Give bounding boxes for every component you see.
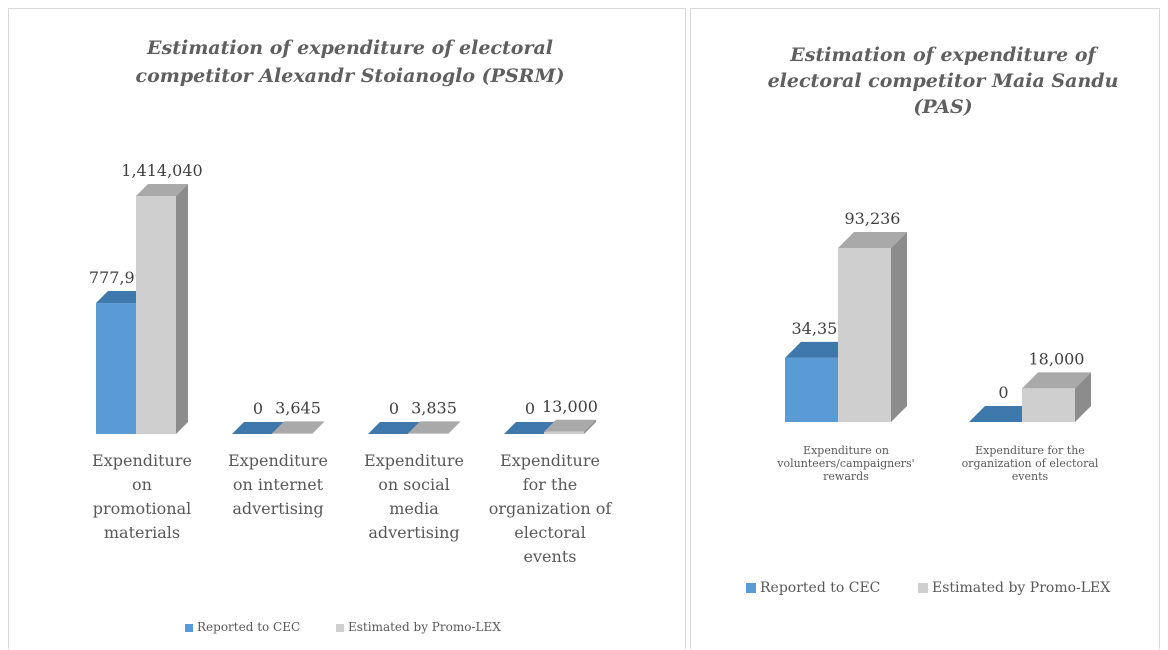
- bar-reported-1-top: [232, 422, 284, 434]
- bar-estimated-1-side: [312, 421, 324, 434]
- bar-estimated-3: [544, 431, 584, 434]
- category-label: Expenditure on: [803, 444, 889, 457]
- chart-title: (PAS): [913, 96, 972, 118]
- chart-sandu: Estimation of expenditure of electoral co…: [746, 44, 1119, 596]
- category-label: events: [1012, 470, 1049, 483]
- bar-estimated-0: [136, 196, 176, 434]
- legend-swatch-estimated: [918, 583, 928, 593]
- legend-label: Estimated by Promo-LEX: [932, 580, 1110, 596]
- bar-estimated-1: [1022, 388, 1075, 422]
- bar-estimated-2-side: [448, 421, 460, 434]
- bar-estimated-0-top: [838, 232, 907, 248]
- legend-label: Reported to CEC: [760, 580, 880, 596]
- chart-title: Estimation of expenditure of electoral: [146, 37, 553, 59]
- chart-title: electoral competitor Maia Sandu: [768, 70, 1119, 92]
- legend-label: Reported to CEC: [197, 620, 300, 634]
- category-label: materials: [104, 523, 180, 542]
- bar-estimated-1-top: [1022, 372, 1091, 389]
- bar-estimated-0-top: [136, 184, 188, 196]
- data-label: 13,000: [542, 397, 598, 416]
- bar-reported-0-top: [785, 341, 854, 358]
- category-label: Expenditure: [92, 451, 192, 470]
- category-label: media: [389, 499, 439, 518]
- data-label: 1,414,040: [121, 161, 202, 180]
- legend-swatch-reported: [746, 583, 756, 593]
- bar-estimated-3-top: [544, 419, 596, 432]
- bar-reported-0: [96, 303, 136, 434]
- bar-estimated-1: [272, 433, 312, 434]
- category-label: on social: [378, 475, 450, 494]
- category-label: organization of: [489, 499, 613, 518]
- bar-estimated-3-side: [584, 419, 596, 434]
- category-label: rewards: [823, 470, 869, 483]
- legend-label: Estimated by Promo-LEX: [348, 620, 501, 634]
- data-label: 93,236: [845, 209, 901, 228]
- data-label: 0: [389, 399, 399, 418]
- bar-estimated-0-side: [891, 232, 907, 422]
- category-label: Expenditure for the: [975, 444, 1085, 457]
- chart-panel-sandu: Estimation of expenditure of electoral co…: [690, 8, 1160, 649]
- bar-estimated-1-side: [1075, 372, 1091, 422]
- category-label: volunteers/campaigners': [776, 457, 914, 470]
- legend-swatch-reported: [185, 624, 193, 632]
- category-label: advertising: [368, 523, 459, 542]
- bar-reported-1-top: [969, 406, 1038, 422]
- category-label: organization of electoral: [962, 457, 1099, 470]
- chart-title: Estimation of expenditure of: [789, 44, 1098, 66]
- bar-estimated-2-top: [408, 421, 460, 434]
- category-label: Expenditure: [364, 451, 464, 470]
- category-label: Expenditure: [500, 451, 600, 470]
- chart-title: competitor Alexandr Stoianoglo (PSRM): [136, 65, 565, 87]
- data-label: 0: [998, 383, 1008, 402]
- bar-estimated-2: [408, 433, 448, 434]
- category-label: on: [132, 475, 152, 494]
- bar-estimated-1-top: [272, 421, 324, 434]
- data-label: 0: [525, 399, 535, 418]
- data-label: 34,350: [792, 319, 848, 338]
- chart-stoianoglo: Estimation of expenditure of electoral co…: [89, 37, 613, 634]
- bar-reported-0-top: [96, 291, 148, 304]
- category-label: promotional: [93, 499, 191, 518]
- chart-panel-stoianoglo: Estimation of expenditure of electoral co…: [8, 8, 686, 649]
- data-label: 18,000: [1029, 349, 1085, 368]
- bar-reported-3-top: [504, 422, 556, 434]
- data-label: 0: [253, 399, 263, 418]
- category-label: events: [524, 547, 577, 566]
- legend-swatch-estimated: [336, 624, 344, 632]
- category-label: electoral: [514, 523, 585, 542]
- bar-reported-2-top: [368, 422, 420, 434]
- category-label: for the: [523, 475, 578, 494]
- data-label: 3,835: [411, 398, 457, 417]
- bar-reported-0: [785, 357, 838, 422]
- bar-estimated-0: [838, 248, 891, 422]
- category-label: on internet: [233, 475, 324, 494]
- category-label: advertising: [232, 499, 323, 518]
- category-label: Expenditure: [228, 451, 328, 470]
- data-label: 3,645: [275, 398, 321, 417]
- bar-estimated-0-side: [176, 184, 188, 434]
